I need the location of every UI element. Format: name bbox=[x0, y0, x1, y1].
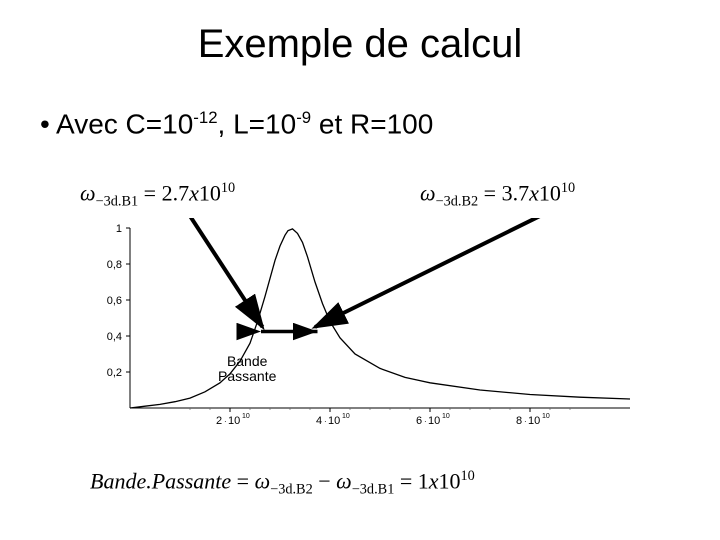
svg-text:8: 8 bbox=[516, 415, 522, 427]
svg-text:10: 10 bbox=[328, 415, 340, 427]
equation-omega-2: ω−3d.B2 = 3.7x1010 bbox=[420, 180, 575, 211]
equation-bandpass: Bande.Passante = ω−3d.B2 − ω−3d.B1 = 1x1… bbox=[90, 468, 475, 499]
svg-text:1: 1 bbox=[116, 223, 122, 235]
svg-text:·: · bbox=[324, 417, 327, 426]
svg-text:·: · bbox=[424, 417, 427, 426]
svg-text:10: 10 bbox=[528, 415, 540, 427]
svg-text:10: 10 bbox=[428, 415, 440, 427]
svg-text:10: 10 bbox=[342, 413, 350, 420]
svg-text:10: 10 bbox=[542, 413, 550, 420]
parameters-line: • Avec C=10-12, L=10-9 et R=100 bbox=[40, 108, 433, 140]
svg-text:10: 10 bbox=[228, 415, 240, 427]
svg-text:10: 10 bbox=[442, 413, 450, 420]
svg-text:10: 10 bbox=[242, 413, 250, 420]
svg-text:0,4: 0,4 bbox=[107, 331, 122, 343]
svg-text:·: · bbox=[524, 417, 527, 426]
equation-omega-1: ω−3d.B1 = 2.7x1010 bbox=[80, 180, 235, 211]
svg-text:4: 4 bbox=[316, 415, 322, 427]
svg-text:6: 6 bbox=[416, 415, 422, 427]
bandpass-label: BandePassante bbox=[218, 354, 276, 385]
page-title: Exemple de calcul bbox=[0, 22, 720, 67]
svg-text:0,8: 0,8 bbox=[107, 259, 122, 271]
svg-text:0,6: 0,6 bbox=[107, 295, 122, 307]
svg-text:2: 2 bbox=[216, 415, 222, 427]
svg-text:0,2: 0,2 bbox=[107, 367, 122, 379]
resonance-chart: 0,20,40,60,812·10104·10106·10108·1010 bbox=[80, 218, 640, 438]
svg-text:·: · bbox=[224, 417, 227, 426]
